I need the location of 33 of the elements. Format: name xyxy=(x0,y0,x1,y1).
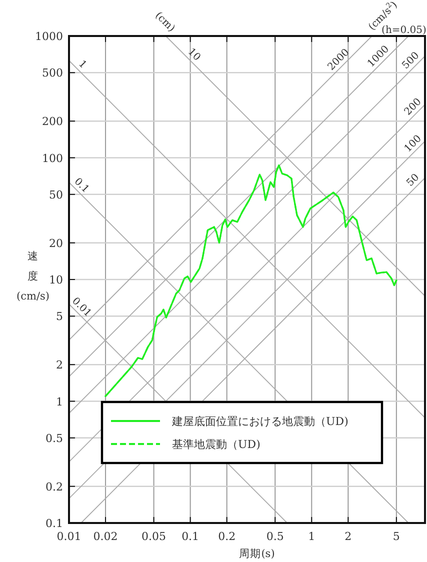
y-tick-label: 0.5 xyxy=(46,432,63,445)
x-tick-label: 0.05 xyxy=(142,530,166,543)
x-tick-label: 0.5 xyxy=(266,530,284,543)
x-tick-label: 0.1 xyxy=(182,530,200,543)
y-tick-label: 200 xyxy=(42,115,63,128)
y-tick-label: 0.2 xyxy=(46,480,63,494)
annotation: 0.1 xyxy=(72,176,91,196)
x-tick-label: 0.02 xyxy=(93,530,118,543)
x-tick-label: 5 xyxy=(392,530,400,543)
y-tick-label: 1 xyxy=(56,395,63,408)
x-axis-title: 周期(s) xyxy=(239,548,275,560)
annotation: 1 xyxy=(76,58,88,71)
y-tick-label: 5 xyxy=(56,310,63,324)
legend-label: 基準地震動（UD) xyxy=(172,438,260,451)
x-tick-label: 0.01 xyxy=(56,530,82,543)
y-tick-label: 100 xyxy=(42,152,63,165)
x-tick-label: 2 xyxy=(344,530,352,543)
y-tick-label: 500 xyxy=(42,66,63,80)
x-tick-label: 1 xyxy=(308,530,316,543)
y-tick-label: 10 xyxy=(49,274,63,286)
x-tick-label: 0.2 xyxy=(218,530,236,543)
y-tick-label: 1000 xyxy=(35,30,63,43)
annotation: 50 xyxy=(404,172,422,189)
annotation: 10 xyxy=(185,46,202,64)
y-tick-label: 50 xyxy=(49,188,63,202)
y-tick-label: 0.1 xyxy=(46,517,63,530)
legend-label: 建屋底面位置における地震動（UD) xyxy=(171,415,348,428)
y-tick-label: 2 xyxy=(56,358,63,372)
y-tick-label: 20 xyxy=(49,236,63,250)
annotation: 200 xyxy=(402,96,424,118)
annotation: 500 xyxy=(400,50,422,72)
annotation: 100 xyxy=(402,133,424,155)
y-axis-title: 速度 (cm/s) xyxy=(16,250,50,302)
